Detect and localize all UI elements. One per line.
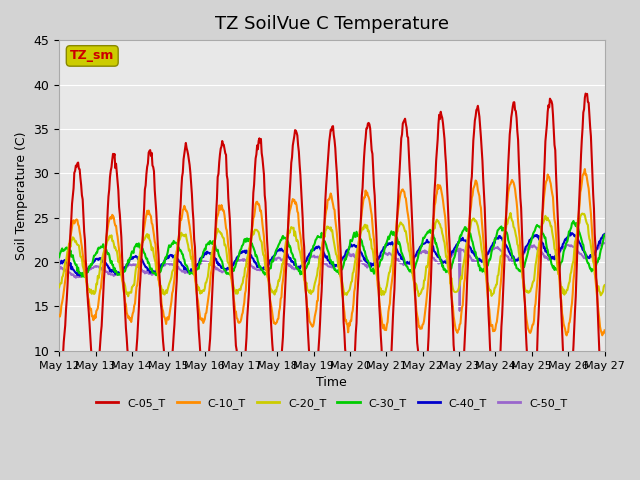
X-axis label: Time: Time (317, 376, 348, 389)
Legend: C-05_T, C-10_T, C-20_T, C-30_T, C-40_T, C-50_T: C-05_T, C-10_T, C-20_T, C-30_T, C-40_T, … (92, 394, 572, 414)
Text: TZ_sm: TZ_sm (70, 49, 115, 62)
Y-axis label: Soil Temperature (C): Soil Temperature (C) (15, 131, 28, 260)
Title: TZ SoilVue C Temperature: TZ SoilVue C Temperature (215, 15, 449, 33)
